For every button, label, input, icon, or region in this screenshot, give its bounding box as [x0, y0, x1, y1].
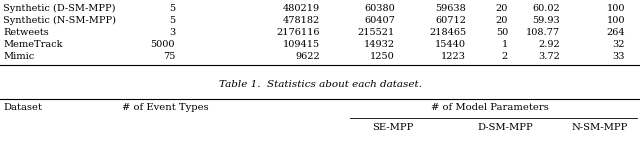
Text: 50: 50: [496, 28, 508, 37]
Text: # of Event Types: # of Event Types: [122, 103, 208, 112]
Text: 32: 32: [612, 40, 625, 49]
Text: 3.72: 3.72: [538, 52, 560, 61]
Text: 5: 5: [169, 16, 175, 25]
Text: Dataset: Dataset: [3, 103, 42, 112]
Text: 15440: 15440: [435, 40, 466, 49]
Text: 215521: 215521: [358, 28, 395, 37]
Text: Mimic: Mimic: [3, 52, 35, 61]
Text: 2176116: 2176116: [276, 28, 320, 37]
Text: 1250: 1250: [371, 52, 395, 61]
Text: Retweets: Retweets: [3, 28, 49, 37]
Text: Synthetic (D-SM-MPP): Synthetic (D-SM-MPP): [3, 4, 115, 13]
Text: 20: 20: [495, 16, 508, 25]
Text: 5000: 5000: [150, 40, 175, 49]
Text: 20: 20: [495, 4, 508, 13]
Text: 1223: 1223: [441, 52, 466, 61]
Text: Table 1.  Statistics about each dataset.: Table 1. Statistics about each dataset.: [219, 80, 421, 89]
Text: 2.92: 2.92: [538, 40, 560, 49]
Text: 218465: 218465: [429, 28, 466, 37]
Text: 59.93: 59.93: [532, 16, 560, 25]
Text: 100: 100: [607, 16, 625, 25]
Text: Synthetic (N-SM-MPP): Synthetic (N-SM-MPP): [3, 16, 116, 25]
Text: 264: 264: [606, 28, 625, 37]
Text: 60.02: 60.02: [532, 4, 560, 13]
Text: 75: 75: [163, 52, 175, 61]
Text: 60407: 60407: [364, 16, 395, 25]
Text: N-SM-MPP: N-SM-MPP: [572, 123, 628, 132]
Text: 480219: 480219: [283, 4, 320, 13]
Text: 9622: 9622: [295, 52, 320, 61]
Text: 60380: 60380: [364, 4, 395, 13]
Text: 2: 2: [502, 52, 508, 61]
Text: 108.77: 108.77: [526, 28, 560, 37]
Text: 59638: 59638: [435, 4, 466, 13]
Text: 60712: 60712: [435, 16, 466, 25]
Text: 33: 33: [612, 52, 625, 61]
Text: 109415: 109415: [283, 40, 320, 49]
Text: MemeTrack: MemeTrack: [3, 40, 63, 49]
Text: 14932: 14932: [364, 40, 395, 49]
Text: D-SM-MPP: D-SM-MPP: [477, 123, 533, 132]
Text: 1: 1: [502, 40, 508, 49]
Text: # of Model Parameters: # of Model Parameters: [431, 103, 549, 112]
Text: 5: 5: [169, 4, 175, 13]
Text: 478182: 478182: [283, 16, 320, 25]
Text: 100: 100: [607, 4, 625, 13]
Text: SE-MPP: SE-MPP: [372, 123, 413, 132]
Text: 3: 3: [169, 28, 175, 37]
